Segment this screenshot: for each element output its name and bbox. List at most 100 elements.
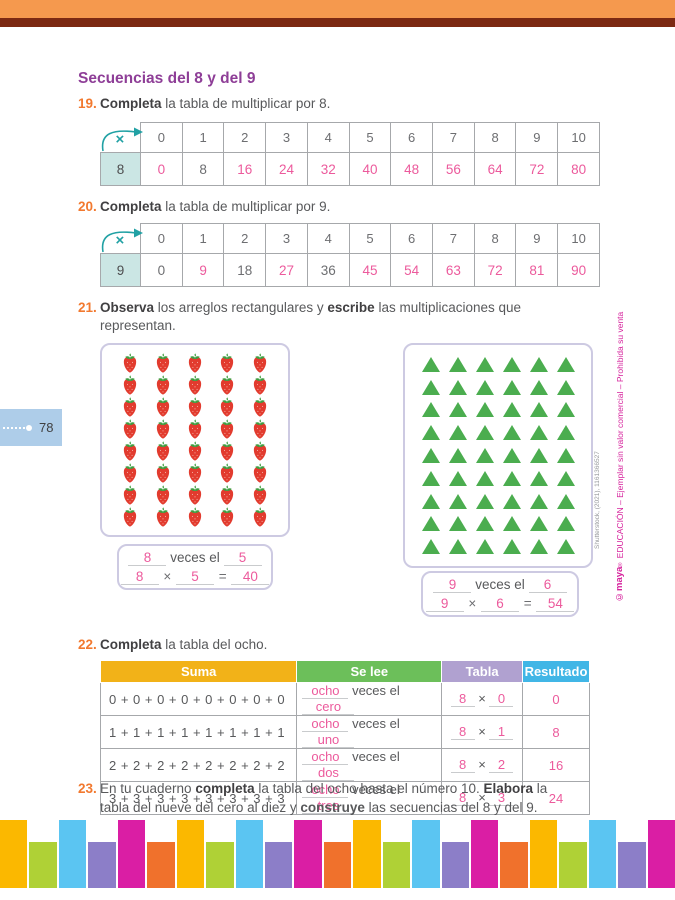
triangle-icon bbox=[444, 490, 471, 513]
column-header-cell: 5 bbox=[348, 223, 392, 254]
strawberry-icon bbox=[114, 441, 146, 463]
answer-blank: 8 bbox=[120, 569, 159, 585]
triangle-icon bbox=[417, 421, 444, 444]
answer-value-cell: 16 bbox=[223, 152, 267, 186]
triangle-icon bbox=[525, 535, 552, 558]
triangle-icon bbox=[471, 399, 498, 422]
column-header-cell: 5 bbox=[348, 122, 392, 153]
answer-value-cell: 45 bbox=[348, 253, 392, 287]
column-header-cell: 1 bbox=[181, 122, 225, 153]
equals-sign: = bbox=[218, 568, 227, 584]
suma-cell: 0 + 0 + 0 + 0 + 0 + 0 + 0 + 0 bbox=[99, 682, 298, 716]
column-header-cell: 6 bbox=[390, 122, 434, 153]
multiply-corner-cell: × bbox=[101, 123, 143, 153]
triangle-array-box bbox=[403, 343, 593, 568]
exercise-number: 19. bbox=[78, 96, 97, 111]
footer-color-bar bbox=[29, 842, 57, 888]
printed-value-cell: 18 bbox=[223, 253, 267, 287]
tabla-cell: 8 × 1 bbox=[441, 715, 523, 749]
triangle-icon bbox=[498, 512, 525, 535]
answer-value-cell: 0 bbox=[140, 152, 183, 186]
column-header-cell: 7 bbox=[432, 223, 475, 254]
table-row: 0 + 0 + 0 + 0 + 0 + 0 + 0 + 0 ocho veces … bbox=[99, 682, 591, 716]
curved-arrow-icon bbox=[101, 127, 143, 151]
answer-blank: 5 bbox=[176, 569, 214, 585]
multiply-symbol: × bbox=[115, 131, 125, 148]
column-header-se-lee: Se lee bbox=[296, 660, 443, 683]
triangle-icon bbox=[552, 512, 579, 535]
triangle-icon bbox=[444, 535, 471, 558]
tabla-ocho: Suma Se lee Tabla Resultado 0 + 0 + 0 + 0 + … bbox=[99, 660, 591, 815]
table-row: 1 + 1 + 1 + 1 + 1 + 1 + 1 + 1 ocho veces … bbox=[99, 715, 591, 749]
triangle-icon bbox=[471, 376, 498, 399]
strawberry-icon bbox=[211, 353, 243, 375]
triangle-icon bbox=[498, 421, 525, 444]
answer-blank: 6 bbox=[481, 596, 519, 612]
tabla-cell: 8 × 2 bbox=[441, 748, 523, 782]
column-header-resultado: Resultado bbox=[521, 660, 591, 683]
triangle-icon bbox=[552, 490, 579, 513]
column-header-tabla: Tabla bbox=[441, 660, 523, 683]
photo-credit-vertical-text: Shutterstock, (2021), 1161366527 bbox=[594, 451, 601, 549]
strawberry-icon bbox=[211, 419, 243, 441]
multiplication-table-9: × 0 1 2 3 4 5 6 7 8 9 10 9 0 9 18 27 36 45 54 63 72 81 90 bbox=[100, 223, 600, 287]
footer-color-bar bbox=[529, 820, 558, 888]
answer-value-cell: 64 bbox=[473, 152, 517, 186]
triangle-icon bbox=[552, 535, 579, 558]
se-lee-cell: ocho veces el dos bbox=[296, 748, 443, 782]
footer-color-bar bbox=[353, 820, 381, 888]
registered-mark: ® bbox=[617, 560, 623, 567]
triangle-icon bbox=[417, 490, 444, 513]
footer-color-bar bbox=[382, 842, 411, 888]
triangle-icon bbox=[444, 467, 471, 490]
strawberry-icon bbox=[211, 485, 243, 507]
answer-value-cell: 32 bbox=[306, 152, 350, 186]
answer-value-cell: 72 bbox=[473, 253, 517, 287]
triangle-icon bbox=[525, 467, 552, 490]
triangle-icon bbox=[525, 444, 552, 467]
triangle-icon bbox=[525, 399, 552, 422]
footer-color-bar bbox=[471, 820, 499, 888]
strawberry-icon bbox=[244, 375, 276, 397]
column-header-cell: 9 bbox=[515, 122, 559, 153]
factor-cell: 9 bbox=[100, 253, 141, 287]
multiply-sign: × bbox=[468, 595, 477, 611]
column-header-cell: 0 bbox=[140, 122, 183, 153]
suma-cell: 2 + 2 + 2 + 2 + 2 + 2 + 2 + 2 bbox=[99, 748, 298, 782]
footer-color-bar bbox=[647, 820, 675, 888]
strawberry-icon bbox=[114, 507, 146, 529]
resultado-cell: 16 bbox=[521, 748, 591, 782]
resultado-cell: 24 bbox=[521, 781, 591, 815]
strawberry-icon bbox=[244, 419, 276, 441]
strawberry-icon bbox=[244, 485, 276, 507]
veces-label: veces el bbox=[475, 576, 525, 592]
strawberry-icon bbox=[244, 397, 276, 419]
dot-icon bbox=[26, 424, 32, 431]
triangle-icon bbox=[417, 376, 444, 399]
answer-value-cell: 48 bbox=[390, 152, 434, 186]
footer-color-bar bbox=[500, 842, 528, 888]
page-title: Secuencias del 8 y del 9 bbox=[78, 70, 256, 87]
resultado-cell: 8 bbox=[521, 715, 591, 749]
strawberry-icon bbox=[179, 353, 211, 375]
factor-cell: 8 bbox=[100, 152, 141, 186]
answer-blank: 6 bbox=[528, 577, 567, 593]
strawberry-icon bbox=[146, 353, 178, 375]
footer-color-bar bbox=[618, 842, 646, 888]
strawberry-icon bbox=[179, 463, 211, 485]
answer-value-cell: 24 bbox=[265, 152, 308, 186]
exercise-number: 20. bbox=[78, 199, 97, 214]
footer-color-bar bbox=[588, 820, 617, 888]
copyright-vertical-text: ©maya® EDUCACIÓN – Ejemplar sin valor co… bbox=[614, 311, 625, 602]
triangle-icon bbox=[471, 444, 498, 467]
strawberry-icon bbox=[179, 375, 211, 397]
strawberry-icon bbox=[179, 397, 211, 419]
strawberry-icon bbox=[114, 375, 146, 397]
triangle-icon bbox=[471, 512, 498, 535]
footer-color-bar bbox=[88, 842, 116, 888]
equals-sign: = bbox=[523, 595, 532, 611]
column-header-cell: 1 bbox=[181, 223, 225, 254]
dotted-line bbox=[3, 426, 25, 429]
answer-value-cell: 40 bbox=[348, 152, 392, 186]
